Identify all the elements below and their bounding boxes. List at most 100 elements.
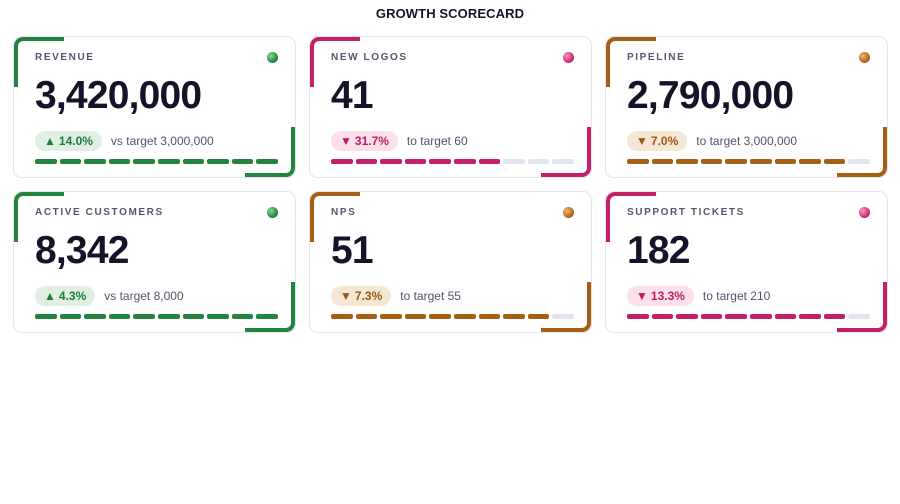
progress-segment-filled <box>231 314 254 319</box>
delta-value: 13.3% <box>650 289 685 303</box>
kpi-card-revenue: REVENUE 3,420,000 ▲ 14.0% vs target 3,00… <box>13 36 296 178</box>
progress-segment-filled <box>84 159 106 164</box>
kpi-card-support-tickets: SUPPORT TICKETS 182 ▼ 13.3% to target 21… <box>605 191 888 333</box>
kpi-card-pipeline: PIPELINE 2,790,000 ▼ 7.0% to target 3,00… <box>605 36 888 178</box>
scorecard-grid: REVENUE 3,420,000 ▲ 14.0% vs target 3,00… <box>13 36 888 333</box>
progress-segment-empty <box>527 159 550 164</box>
status-dot-icon <box>267 207 278 218</box>
status-dot-icon <box>563 207 574 218</box>
kpi-label: NEW LOGOS <box>331 52 408 63</box>
card-corner-accent-bottom-right <box>245 127 295 177</box>
delta-value: 31.7% <box>354 134 389 148</box>
target-text: to target 60 <box>406 134 468 148</box>
progress-segment-filled <box>799 159 821 164</box>
status-dot-icon <box>859 52 870 63</box>
target-text: to target 210 <box>702 289 771 303</box>
kpi-value: 41 <box>331 74 374 117</box>
delta-value: 7.0% <box>650 134 679 148</box>
progress-segment-filled <box>453 159 476 164</box>
progress-segments <box>331 159 574 164</box>
progress-segment-empty <box>552 314 574 319</box>
progress-segment-filled <box>799 314 821 319</box>
progress-segment-filled <box>59 314 82 319</box>
kpi-value: 51 <box>331 229 374 272</box>
arrow-down-icon: ▼ <box>636 134 648 148</box>
delta-value: 14.0% <box>58 134 93 148</box>
arrow-up-icon: ▲ <box>44 134 56 148</box>
delta-badge: ▼ 7.3% <box>331 286 392 306</box>
delta-value: 7.3% <box>354 289 383 303</box>
progress-segment-filled <box>331 159 353 164</box>
kpi-label: SUPPORT TICKETS <box>627 207 745 218</box>
kpi-card-nps: NPS 51 ▼ 7.3% to target 55 <box>309 191 592 333</box>
progress-segment-filled <box>182 159 205 164</box>
progress-segment-filled <box>749 314 772 319</box>
kpi-value: 8,342 <box>35 229 129 272</box>
progress-segment-filled <box>676 159 698 164</box>
progress-segment-filled <box>207 314 229 319</box>
delta-badge: ▼ 31.7% <box>331 131 398 151</box>
target-text: to target 3,000,000 <box>696 134 797 148</box>
progress-segment-filled <box>355 159 378 164</box>
card-corner-accent-bottom-right <box>837 282 887 332</box>
progress-segment-filled <box>700 159 723 164</box>
progress-segments <box>35 159 278 164</box>
progress-segment-filled <box>823 314 846 319</box>
progress-segment-filled <box>627 159 649 164</box>
progress-segment-filled <box>108 159 131 164</box>
progress-segment-filled <box>676 314 698 319</box>
kpi-delta-row: ▼ 13.3% to target 210 <box>627 286 770 306</box>
arrow-down-icon: ▼ <box>340 134 352 148</box>
card-corner-accent-top-left <box>310 192 360 242</box>
kpi-delta-row: ▼ 7.3% to target 55 <box>331 286 461 306</box>
progress-segment-filled <box>207 159 229 164</box>
progress-segment-empty <box>848 159 870 164</box>
progress-segment-filled <box>527 314 550 319</box>
progress-segment-filled <box>380 314 402 319</box>
progress-segment-empty <box>552 159 574 164</box>
status-dot-icon <box>267 52 278 63</box>
progress-segment-filled <box>355 314 378 319</box>
progress-segment-filled <box>478 159 501 164</box>
card-corner-accent-bottom-right <box>541 282 591 332</box>
progress-segment-filled <box>725 314 747 319</box>
status-dot-icon <box>859 207 870 218</box>
progress-segment-filled <box>331 314 353 319</box>
delta-badge: ▼ 7.0% <box>627 131 688 151</box>
card-corner-accent-bottom-right <box>245 282 295 332</box>
progress-segment-filled <box>108 314 131 319</box>
kpi-card-active-customers: ACTIVE CUSTOMERS 8,342 ▲ 4.3% vs target … <box>13 191 296 333</box>
kpi-card-new-logos: NEW LOGOS 41 ▼ 31.7% to target 60 <box>309 36 592 178</box>
kpi-delta-row: ▼ 7.0% to target 3,000,000 <box>627 131 797 151</box>
progress-segment-filled <box>774 159 797 164</box>
card-corner-accent-top-left <box>310 37 360 87</box>
progress-segment-filled <box>157 159 180 164</box>
kpi-label: REVENUE <box>35 52 95 63</box>
arrow-down-icon: ▼ <box>340 289 352 303</box>
progress-segment-filled <box>35 159 57 164</box>
progress-segment-filled <box>133 314 155 319</box>
progress-segment-filled <box>478 314 501 319</box>
progress-segment-filled <box>453 314 476 319</box>
progress-segment-filled <box>59 159 82 164</box>
arrow-down-icon: ▼ <box>636 289 648 303</box>
page-title: GROWTH SCORECARD <box>375 6 525 21</box>
progress-segment-filled <box>157 314 180 319</box>
kpi-delta-row: ▲ 14.0% vs target 3,000,000 <box>35 131 214 151</box>
progress-segments <box>627 314 870 319</box>
progress-segment-filled <box>429 314 451 319</box>
progress-segment-filled <box>503 314 525 319</box>
delta-badge: ▲ 4.3% <box>35 286 96 306</box>
progress-segment-filled <box>749 159 772 164</box>
progress-segments <box>35 314 278 319</box>
card-corner-accent-top-left <box>606 192 656 242</box>
progress-segment-filled <box>404 314 427 319</box>
kpi-label: NPS <box>331 207 357 218</box>
target-text: vs target 8,000 <box>104 289 184 303</box>
kpi-value: 182 <box>627 229 690 272</box>
progress-segment-filled <box>231 159 254 164</box>
progress-segment-filled <box>627 314 649 319</box>
card-corner-accent-top-left <box>14 37 64 87</box>
status-dot-icon <box>563 52 574 63</box>
card-corner-accent-top-left <box>606 37 656 87</box>
